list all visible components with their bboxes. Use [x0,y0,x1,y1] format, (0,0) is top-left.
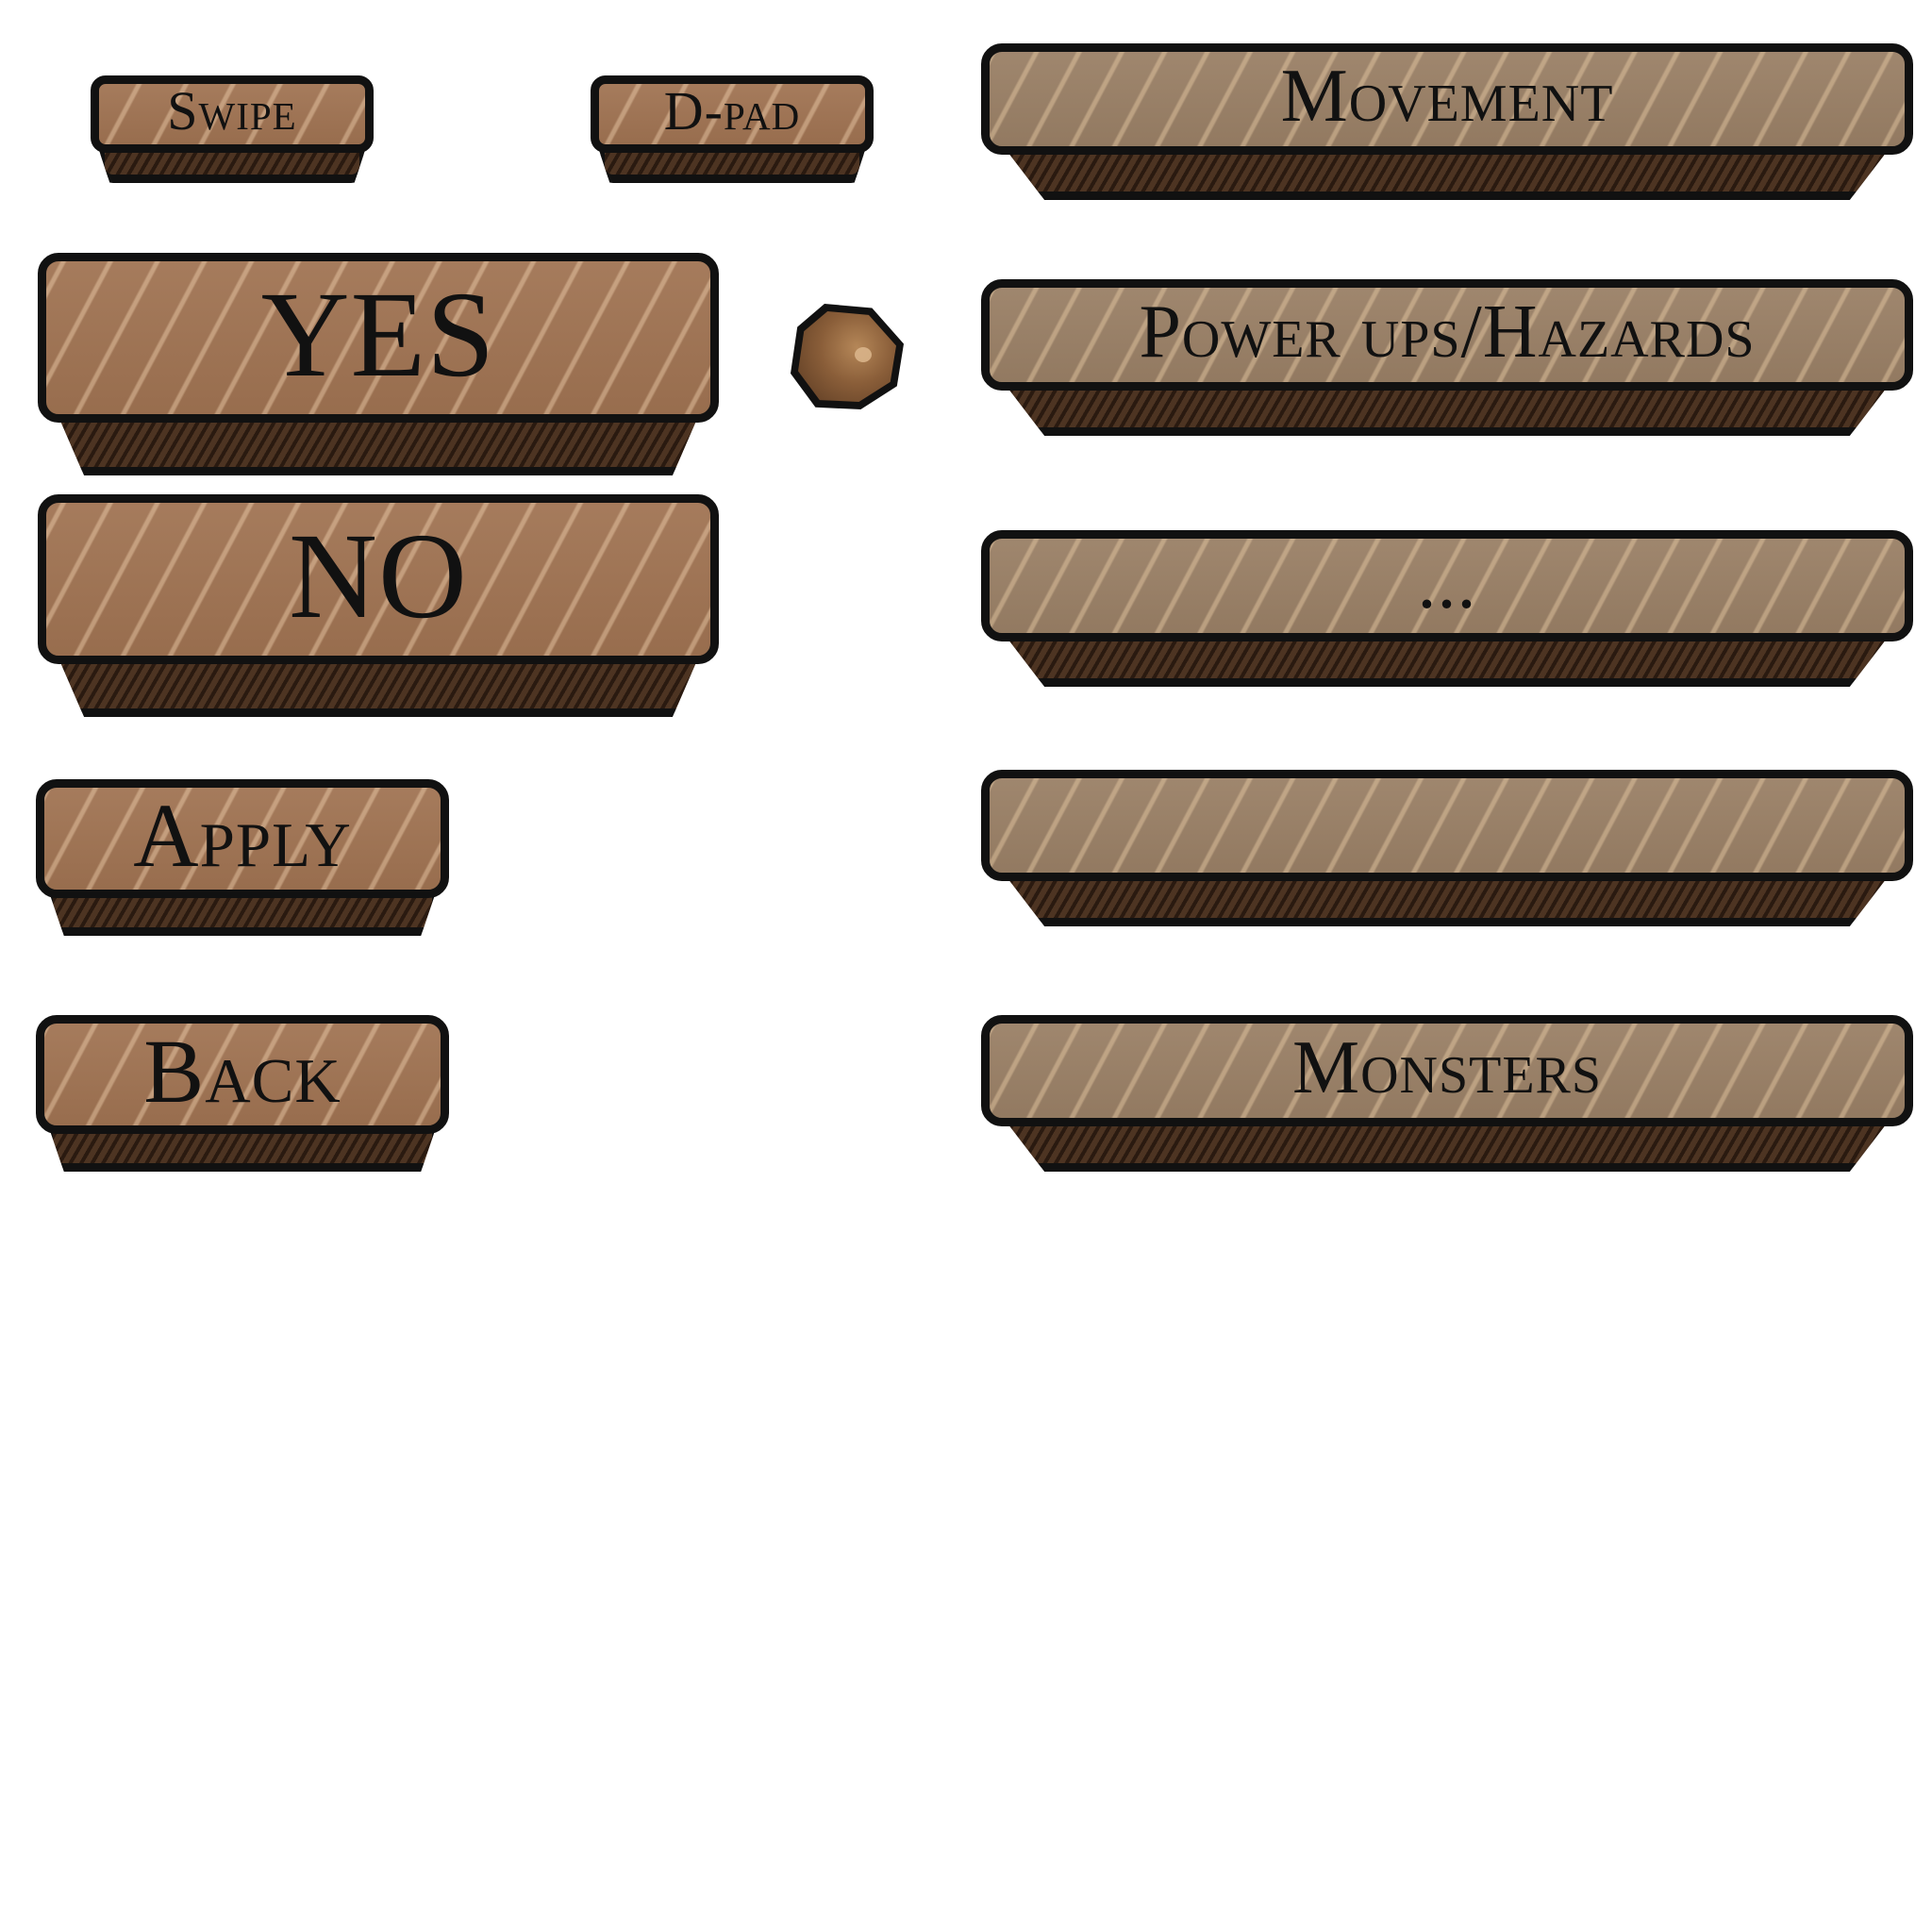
menu-item-label: Power ups/Hazards [1139,291,1756,374]
menu-item-ellipsis[interactable]: ... [981,530,1913,687]
back-button-label: Back [143,1021,341,1122]
menu-item-monsters[interactable]: Monsters [981,1015,1913,1172]
slider-knob-icon[interactable] [791,304,904,409]
menu-item-blank-face [981,770,1913,881]
apply-button-face: Apply [36,779,449,898]
menu-item-movement-face: Movement [981,43,1913,155]
yes-button[interactable]: YES [38,253,719,475]
menu-item-power-ups-hazards-face: Power ups/Hazards [981,279,1913,391]
slider-knob-body [798,311,896,402]
no-button-label: NO [289,508,468,644]
menu-item-blank[interactable] [981,770,1913,926]
menu-item-label: ... [1417,541,1477,625]
dpad-button[interactable]: D-pad [591,75,874,183]
back-button-face: Back [36,1015,449,1134]
dpad-button-label: D-pad [663,80,801,142]
slider-knob-shine [855,347,872,362]
yes-button-label: YES [260,267,496,403]
dpad-button-face: D-pad [591,75,874,153]
no-button[interactable]: NO [38,494,719,717]
menu-item-ellipsis-face: ... [981,530,1913,641]
apply-button-label: Apply [133,785,352,886]
swipe-button-label: Swipe [167,80,297,142]
swipe-button-face: Swipe [91,75,374,153]
back-button[interactable]: Back [36,1015,449,1172]
menu-item-monsters-face: Monsters [981,1015,1913,1126]
menu-item-label: Movement [1280,55,1614,138]
menu-item-movement[interactable]: Movement [981,43,1913,200]
swipe-button[interactable]: Swipe [91,75,374,183]
menu-item-label: Monsters [1291,1026,1603,1109]
apply-button[interactable]: Apply [36,779,449,936]
yes-button-face: YES [38,253,719,423]
no-button-face: NO [38,494,719,664]
menu-item-power-ups-hazards[interactable]: Power ups/Hazards [981,279,1913,436]
